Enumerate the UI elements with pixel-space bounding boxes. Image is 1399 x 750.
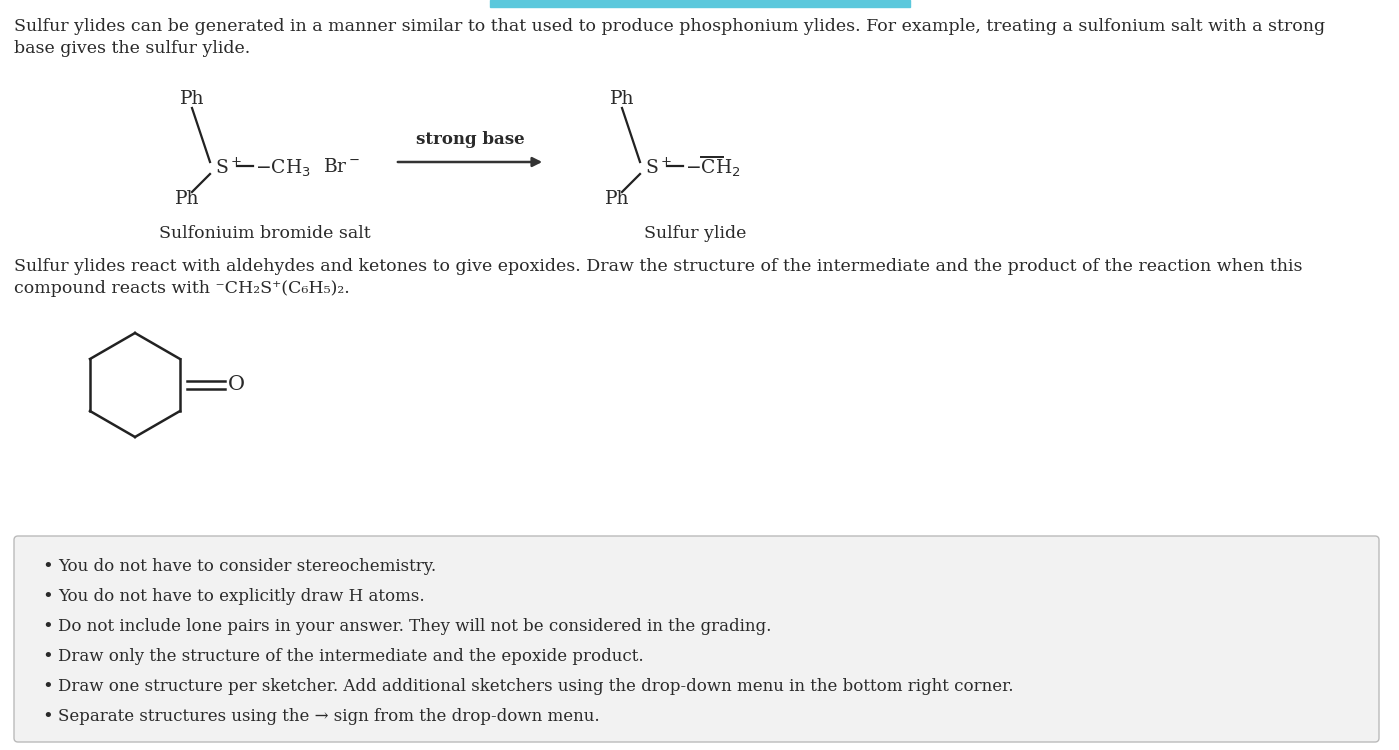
Text: S$^+$: S$^+$	[215, 158, 242, 178]
Text: Draw one structure per sketcher. Add additional sketchers using the drop-down me: Draw one structure per sketcher. Add add…	[57, 678, 1013, 695]
Text: •: •	[42, 678, 53, 696]
Text: •: •	[42, 618, 53, 636]
Text: Ph: Ph	[604, 190, 630, 208]
Text: Sulfur ylide: Sulfur ylide	[644, 225, 746, 242]
Text: Ph: Ph	[175, 190, 200, 208]
Text: Ph: Ph	[180, 90, 204, 108]
Text: Sulfur ylides react with aldehydes and ketones to give epoxides. Draw the struct: Sulfur ylides react with aldehydes and k…	[14, 258, 1302, 275]
Text: S$^+$: S$^+$	[645, 158, 672, 178]
Text: •: •	[42, 558, 53, 576]
Text: strong base: strong base	[416, 131, 525, 148]
Text: •: •	[42, 588, 53, 606]
Text: You do not have to explicitly draw H atoms.: You do not have to explicitly draw H ato…	[57, 588, 425, 605]
Text: You do not have to consider stereochemistry.: You do not have to consider stereochemis…	[57, 558, 436, 575]
Text: Sulfoniuim bromide salt: Sulfoniuim bromide salt	[159, 225, 371, 242]
FancyBboxPatch shape	[14, 536, 1379, 742]
Bar	[490, 0, 909, 7]
Text: compound reacts with ⁻CH₂S⁺(C₆H₅)₂.: compound reacts with ⁻CH₂S⁺(C₆H₅)₂.	[14, 280, 350, 297]
Text: Sulfur ylides can be generated in a manner similar to that used to produce phosp: Sulfur ylides can be generated in a mann…	[14, 18, 1325, 35]
Text: O: O	[228, 376, 245, 394]
Text: Ph: Ph	[610, 90, 635, 108]
Text: Draw only the structure of the intermediate and the epoxide product.: Draw only the structure of the intermedi…	[57, 648, 644, 665]
Text: Do not include lone pairs in your answer. They will not be considered in the gra: Do not include lone pairs in your answer…	[57, 618, 771, 635]
Text: •: •	[42, 648, 53, 666]
Text: •: •	[42, 708, 53, 726]
Text: $-$CH$_2$: $-$CH$_2$	[686, 158, 740, 179]
Text: Separate structures using the → sign from the drop-down menu.: Separate structures using the → sign fro…	[57, 708, 600, 725]
Text: $-$CH$_3$: $-$CH$_3$	[255, 158, 311, 179]
Text: Br$^-$: Br$^-$	[323, 158, 360, 176]
Text: base gives the sulfur ylide.: base gives the sulfur ylide.	[14, 40, 250, 57]
